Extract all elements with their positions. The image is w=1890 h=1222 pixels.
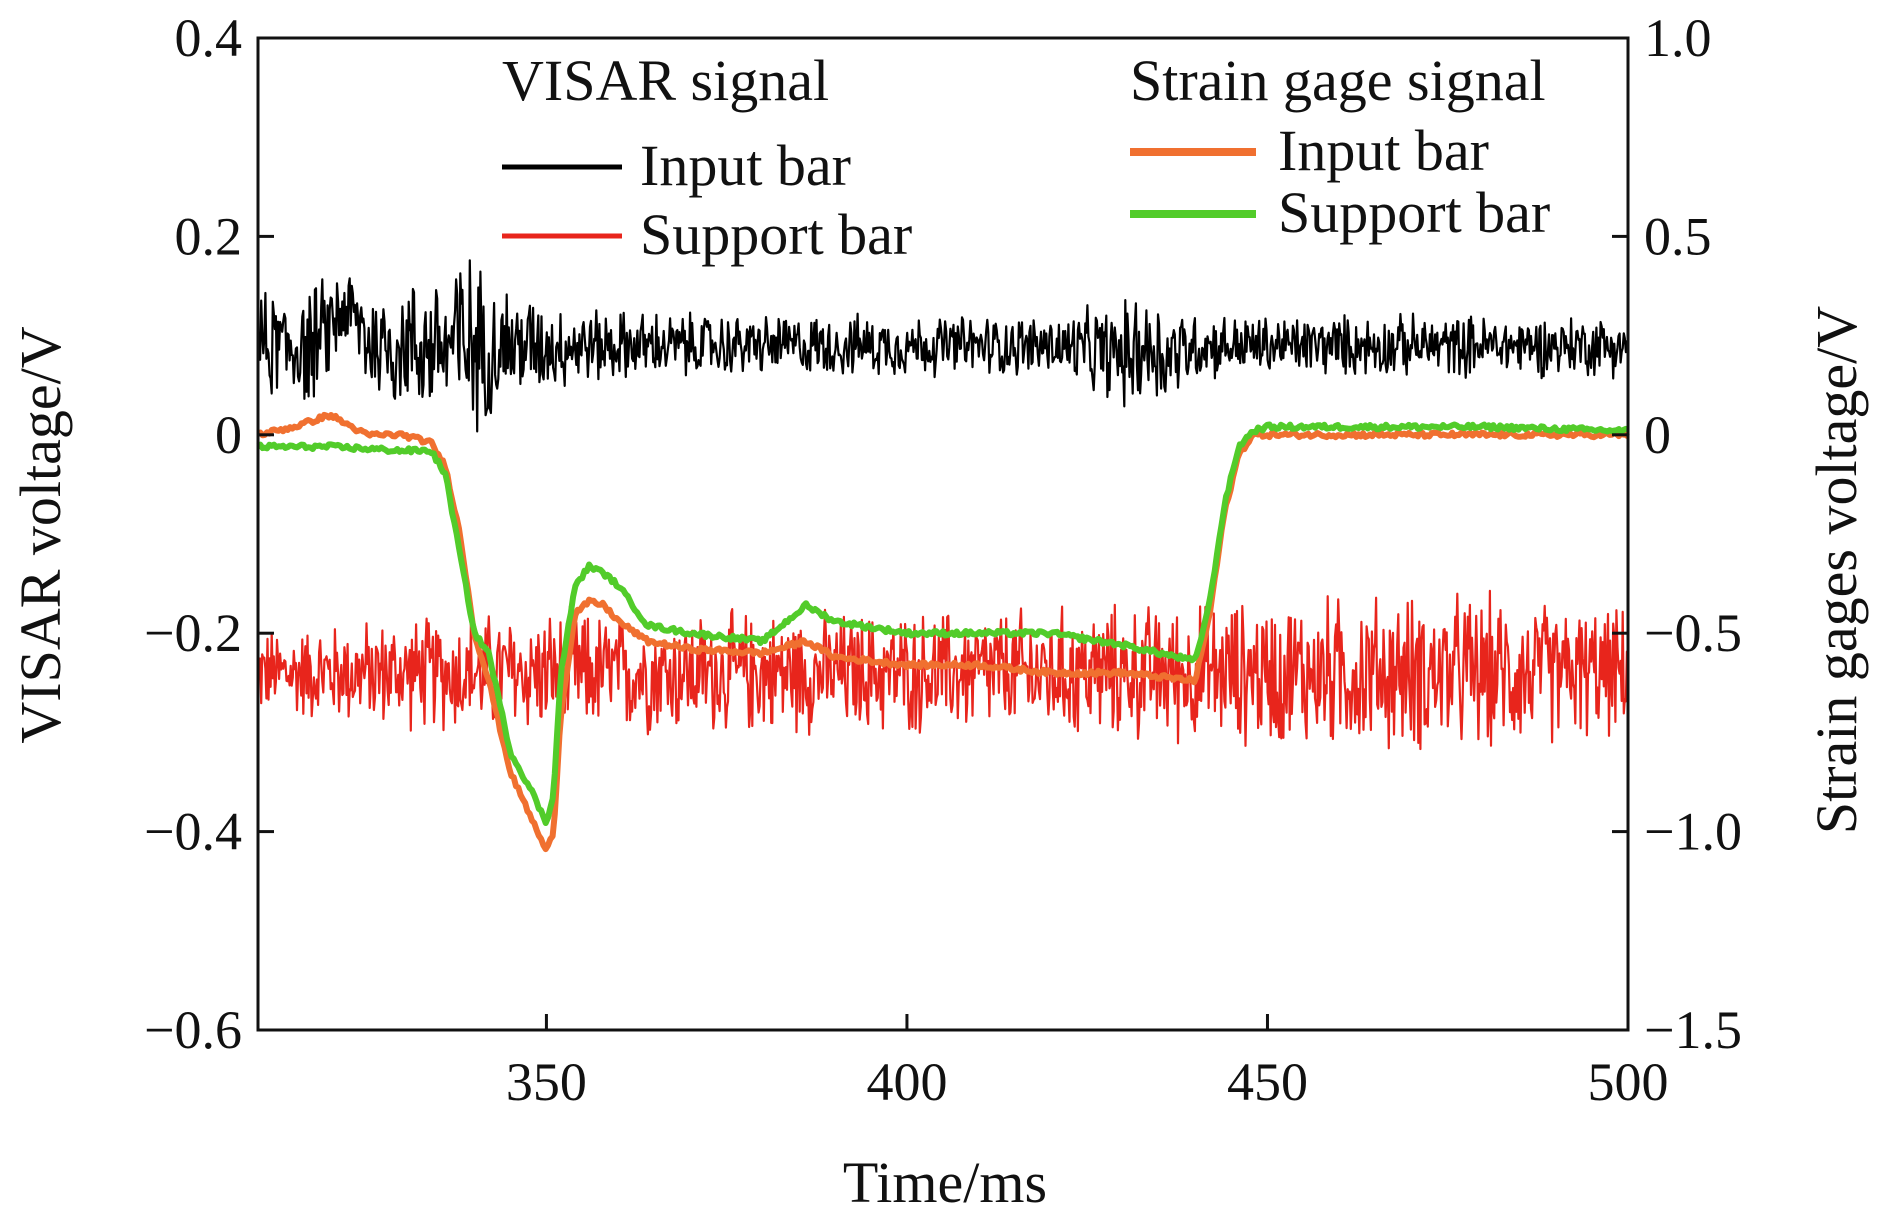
legend-strain-support-label: Support bar [1278, 180, 1550, 245]
y-left-tick-label: 0.2 [175, 206, 243, 266]
legend-strain: Strain gage signal Input bar Support bar [1130, 48, 1550, 245]
plot-frame [256, 36, 1630, 1032]
series-line-3 [256, 421, 1629, 826]
y-left-tick-label: 0 [215, 405, 242, 465]
legend-visar-support-label: Support bar [640, 202, 912, 267]
legend-strain-input-label: Input bar [1278, 118, 1489, 183]
legend-strain-title: Strain gage signal [1130, 48, 1546, 113]
y-right-tick-label: −1.0 [1644, 802, 1742, 862]
legend-visar-title: VISAR signal [502, 48, 829, 113]
series-line-0 [256, 259, 1629, 433]
y-right-tick-label: −0.5 [1644, 603, 1742, 663]
x-tick-label: 500 [1588, 1052, 1669, 1112]
right-axis-title: Strain gages voltage/V [1804, 306, 1869, 834]
x-tick-label: 350 [506, 1052, 587, 1112]
ticks-layer: 350 400 450 500 0.4 0.2 0 −0.2 −0.4 −0.6 1.0 0.5 0 −0… [144, 8, 1742, 1112]
y-right-tick-label: 1.0 [1644, 8, 1712, 68]
series-line-2 [256, 411, 1630, 853]
legend-visar-input-label: Input bar [640, 133, 851, 198]
x-tick-label: 400 [866, 1052, 947, 1112]
series-line-1 [256, 589, 1630, 751]
y-left-tick-label: −0.4 [144, 802, 242, 862]
left-axis-title: VISAR voltage/V [8, 326, 73, 743]
series-layer [256, 259, 1630, 853]
y-right-tick-label: 0.5 [1644, 206, 1712, 266]
legend-visar: VISAR signal Input bar Support bar [502, 48, 912, 267]
y-left-tick-label: −0.2 [144, 603, 242, 663]
y-right-tick-label: 0 [1644, 405, 1671, 465]
x-axis-title: Time/ms [843, 1150, 1047, 1215]
y-left-tick-label: −0.6 [144, 1000, 242, 1060]
y-left-tick-label: 0.4 [175, 8, 243, 68]
y-right-tick-label: −1.5 [1644, 1000, 1742, 1060]
x-tick-label: 450 [1227, 1052, 1308, 1112]
